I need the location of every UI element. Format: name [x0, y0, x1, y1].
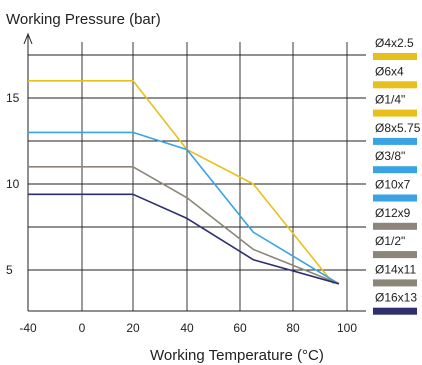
grid: [28, 42, 366, 311]
y-axis-title: Working Pressure (bar): [6, 11, 161, 28]
legend-label: Ø1/2": [375, 234, 405, 248]
x-tick-label: 100: [337, 321, 357, 335]
y-tick-label: 5: [6, 263, 13, 277]
x-tick-label: -40: [19, 321, 37, 335]
legend-label: Ø6x4: [375, 64, 404, 78]
y-tick-label: 10: [6, 177, 20, 191]
legend-label: Ø12x9: [375, 206, 411, 220]
legend-swatch: [373, 81, 417, 89]
legend-label: Ø3/8": [375, 149, 405, 163]
legend-swatch: [373, 279, 417, 287]
x-tick-label: 40: [180, 321, 194, 335]
legend-label: Ø4x2.5: [375, 36, 414, 50]
legend-label: Ø1/4": [375, 93, 405, 107]
x-tick-label: 20: [126, 321, 140, 335]
legend-swatch: [373, 307, 417, 315]
x-tick-label: 80: [286, 321, 300, 335]
series-line-4: [28, 193, 340, 285]
x-axis-title: Working Temperature (°C): [150, 347, 324, 364]
legend-swatch: [373, 53, 417, 60]
legend-swatch: [373, 222, 417, 230]
series-line-3: [28, 166, 340, 285]
legend-swatch: [373, 137, 417, 145]
y-axis-arrow-icon: [23, 32, 33, 45]
legend: Ø4x2.5 Ø6x4 Ø1/4" Ø8x5.75 Ø3/8" Ø10x7 Ø12x9 Ø1/…: [373, 36, 421, 315]
legend-label: Ø14x11: [375, 262, 416, 276]
axes: [23, 32, 366, 312]
series-group: [28, 80, 340, 285]
legend-label: Ø10x7: [375, 178, 411, 192]
x-tick-label: 60: [233, 321, 247, 335]
y-tick-label: 15: [6, 91, 20, 105]
x-tick-label: 0: [79, 321, 86, 335]
series-line-2: [28, 131, 340, 285]
legend-swatch: [373, 166, 417, 174]
legend-swatch: [373, 109, 417, 117]
tick-labels: -40 0 20 40 60 80 100 5 10 15: [6, 91, 357, 335]
legend-swatch: [373, 194, 417, 202]
legend-swatch: [373, 251, 417, 259]
legend-label: Ø16x13: [375, 291, 417, 305]
legend-label: Ø8x5.75: [375, 121, 421, 135]
